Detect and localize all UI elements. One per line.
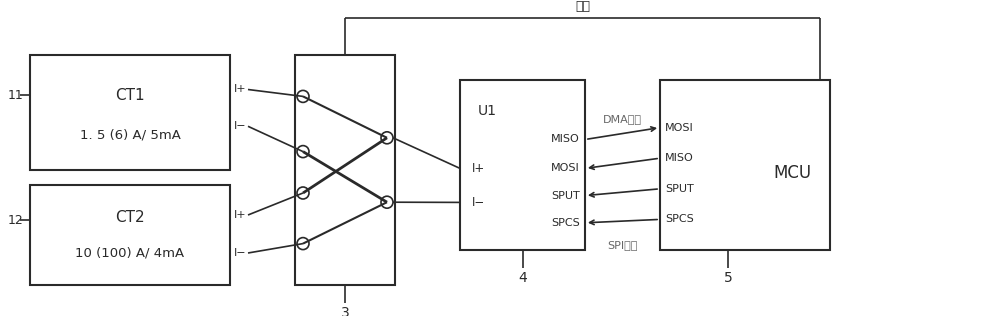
Text: 5: 5: [724, 271, 732, 285]
Text: SPUT: SPUT: [551, 191, 580, 201]
Text: I+: I+: [472, 162, 485, 175]
Text: SPUT: SPUT: [665, 184, 694, 194]
Text: 4: 4: [518, 271, 527, 285]
Text: 12: 12: [8, 214, 24, 227]
Text: I+: I+: [234, 84, 247, 94]
Text: 11: 11: [8, 89, 24, 102]
Text: U1: U1: [478, 104, 497, 118]
Bar: [30, 55, 230, 170]
Text: SPI总线: SPI总线: [607, 240, 638, 250]
Bar: [660, 80, 830, 250]
Text: MCU: MCU: [774, 165, 812, 183]
Text: 3: 3: [341, 306, 349, 316]
Text: DMA传输: DMA传输: [603, 114, 642, 125]
Text: I−: I−: [472, 196, 485, 209]
Text: I−: I−: [234, 248, 247, 258]
Text: 控制: 控制: [575, 0, 590, 13]
Text: MOSI: MOSI: [665, 123, 694, 133]
Text: 1. 5 (6) A/ 5mA: 1. 5 (6) A/ 5mA: [80, 129, 180, 142]
Bar: [30, 185, 230, 285]
Text: CT2: CT2: [115, 210, 145, 224]
Text: SPCS: SPCS: [665, 214, 694, 224]
Text: MISO: MISO: [665, 153, 694, 163]
Text: 10 (100) A/ 4mA: 10 (100) A/ 4mA: [75, 246, 185, 259]
Text: CT1: CT1: [115, 88, 145, 103]
Text: I−: I−: [234, 121, 247, 131]
Text: I+: I+: [234, 210, 247, 220]
Bar: [460, 80, 585, 250]
Bar: [295, 55, 395, 285]
Text: MOSI: MOSI: [551, 163, 580, 173]
Text: SPCS: SPCS: [551, 218, 580, 228]
Text: MISO: MISO: [551, 135, 580, 144]
